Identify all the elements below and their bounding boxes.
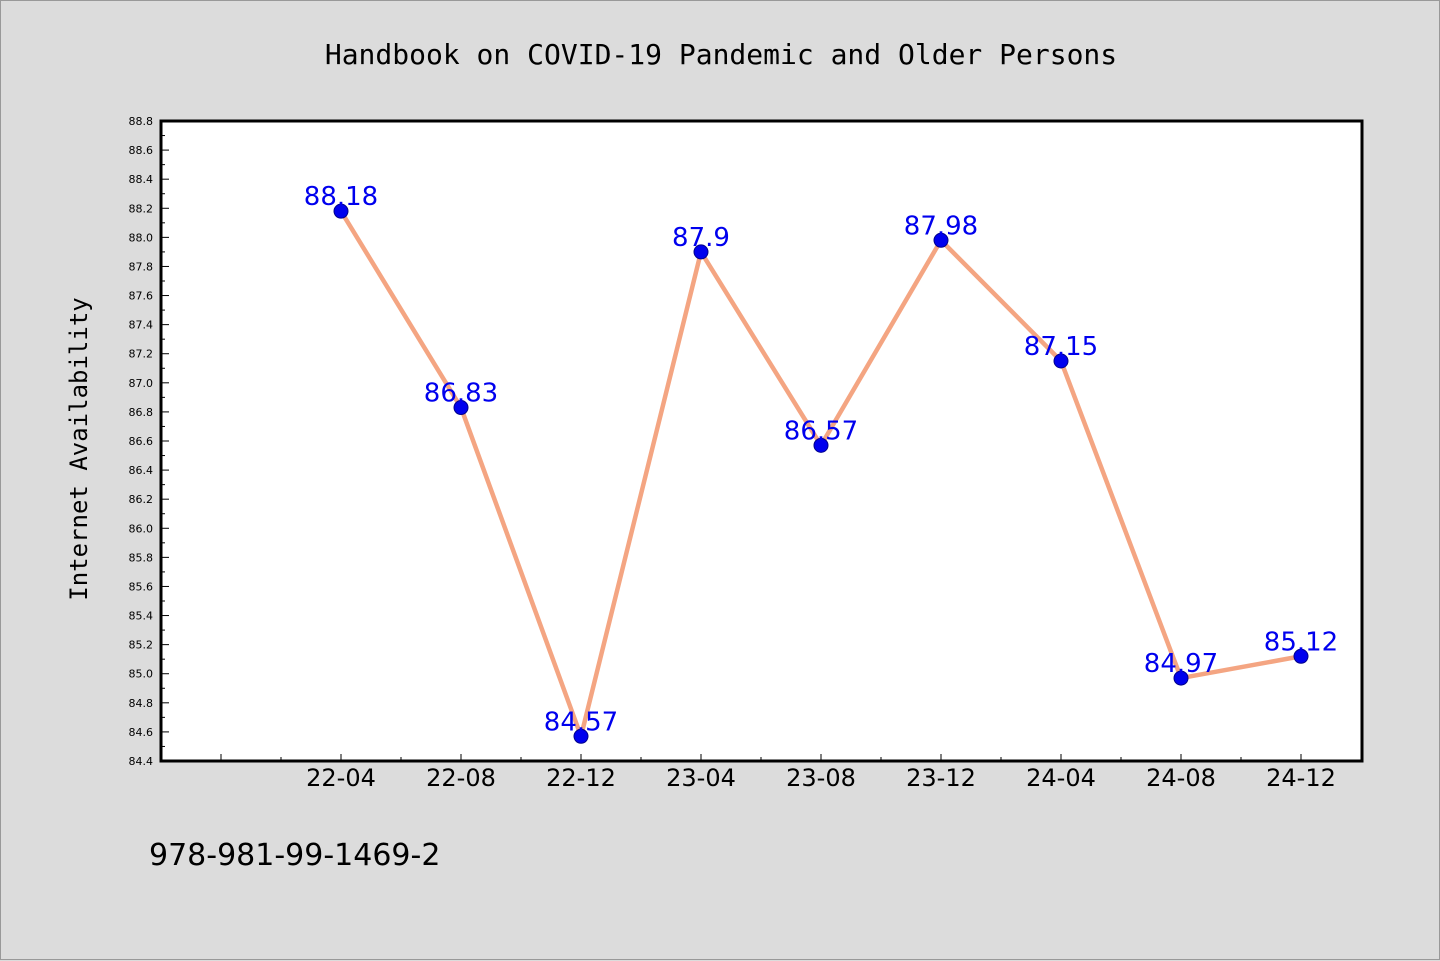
y-tick-label: 86.6: [129, 435, 154, 448]
y-tick-label: 86.8: [129, 406, 154, 419]
y-tick-label: 88.4: [129, 173, 154, 186]
data-label: 84.57: [544, 707, 618, 737]
x-tick-label: 23-04: [666, 764, 736, 792]
y-tick-label: 85.0: [129, 668, 154, 681]
data-point: [453, 400, 469, 416]
data-label: 85.12: [1264, 627, 1338, 657]
data-label: 84.97: [1144, 649, 1218, 679]
y-tick-label: 85.6: [129, 580, 154, 593]
data-label: 86.83: [424, 379, 498, 409]
series-line: 88.18 86.83 84.57 87.9 86.57 87.98 87.15 84.97 8…: [304, 182, 1338, 744]
y-tick-label: 84.4: [129, 755, 154, 768]
x-tick-label: 23-12: [906, 764, 976, 792]
y-tick-label: 86.0: [129, 522, 154, 535]
x-tick-label: 22-08: [426, 764, 496, 792]
y-tick-label: 87.4: [129, 319, 154, 332]
y-tick-label: 84.6: [129, 726, 154, 739]
data-label: 87.15: [1024, 332, 1098, 362]
y-tick-label: 88.0: [129, 231, 154, 244]
isbn-footer: 978-981-99-1469-2: [149, 838, 440, 873]
axes: 84.4 84.6 84.8 85.0 85.2 85.4 85.6 85.8 86.0 86.2…: [129, 115, 1336, 792]
y-tick-label: 87.6: [129, 290, 154, 303]
y-tick-label: 88.8: [129, 115, 154, 128]
data-point: [1293, 648, 1309, 664]
y-tick-label: 87.0: [129, 377, 154, 390]
data-label: 87.9: [672, 223, 730, 253]
x-tick-label: 22-04: [306, 764, 376, 792]
y-tick-label: 87.8: [129, 260, 154, 273]
x-tick-label: 23-08: [786, 764, 856, 792]
y-tick-label: 86.2: [129, 493, 154, 506]
y-tick-label: 86.4: [129, 464, 154, 477]
plot-area: [159, 119, 1364, 763]
data-label: 88.18: [304, 182, 378, 212]
data-point: [1173, 670, 1189, 686]
data-point: [933, 232, 949, 248]
data-label: 87.98: [904, 211, 978, 241]
y-tick-label: 84.8: [129, 697, 154, 710]
x-tick-label: 24-12: [1266, 764, 1336, 792]
y-tick-label: 85.4: [129, 610, 154, 623]
x-tick-label: 24-04: [1026, 764, 1096, 792]
data-point: [1053, 353, 1069, 369]
x-tick-label: 24-08: [1146, 764, 1216, 792]
data-point: [333, 203, 349, 219]
data-point: [813, 437, 829, 453]
y-tick-label: 85.8: [129, 551, 154, 564]
y-axis-label: Internet Availability: [65, 297, 93, 600]
y-tick-label: 88.6: [129, 144, 154, 157]
data-label: 86.57: [784, 416, 858, 446]
y-tick-label: 85.2: [129, 639, 154, 652]
y-tick-label: 88.2: [129, 202, 154, 215]
chart-title: Handbook on COVID-19 Pandemic and Older …: [325, 38, 1117, 71]
data-point: [693, 244, 709, 260]
data-point: [573, 728, 589, 744]
y-tick-label: 87.2: [129, 348, 154, 361]
x-tick-label: 22-12: [546, 764, 616, 792]
